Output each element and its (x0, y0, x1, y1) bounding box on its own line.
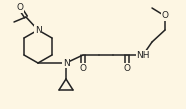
Text: O: O (161, 12, 169, 20)
Text: O: O (124, 64, 131, 72)
Text: N: N (63, 59, 69, 67)
Text: N: N (35, 26, 41, 35)
Text: O: O (79, 64, 86, 72)
Text: NH: NH (136, 50, 150, 60)
Text: O: O (17, 3, 23, 13)
